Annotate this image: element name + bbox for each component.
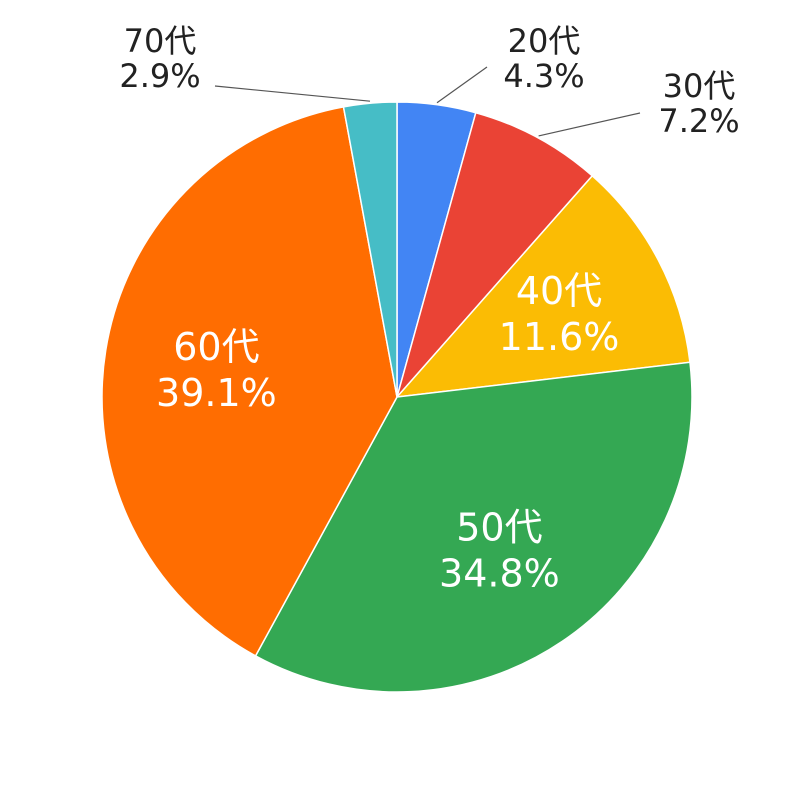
slice-value-label: 11.6% <box>499 315 620 359</box>
slice-category-label: 30代 <box>663 67 736 105</box>
leader-line-20s <box>436 66 488 104</box>
slice-label-40s: 40代 11.6% <box>499 269 620 359</box>
leader-line-30s <box>538 112 641 137</box>
slice-value-label: 39.1% <box>156 371 277 415</box>
slice-category-label: 20代 <box>508 22 581 60</box>
slice-label-60s: 60代 39.1% <box>156 325 277 415</box>
slice-category-label: 60代 <box>173 325 259 369</box>
slice-label-30s: 30代 7.2% <box>658 67 739 140</box>
slice-category-label: 40代 <box>516 269 602 313</box>
slice-label-20s: 20代 4.3% <box>503 22 584 95</box>
label-leader-lines <box>214 66 641 137</box>
slice-30s <box>396 111 594 398</box>
slice-value-label: 34.8% <box>439 552 560 596</box>
slice-value-label: 2.9% <box>119 57 200 95</box>
slice-70s <box>342 101 398 398</box>
slice-label-50s: 50代 34.8% <box>439 506 560 596</box>
slice-labels: 20代 4.3% 30代 7.2% 40代 11.6% 50代 34.8% 60代 39.1% 70… <box>119 22 739 596</box>
pie-slices <box>101 101 693 693</box>
leader-line-70s <box>214 85 371 102</box>
slice-60s <box>101 106 398 657</box>
slice-category-label: 50代 <box>456 506 542 550</box>
slice-50s <box>254 361 693 693</box>
slice-value-label: 7.2% <box>658 102 739 140</box>
slice-label-70s: 70代 2.9% <box>119 22 200 95</box>
slice-category-label: 70代 <box>124 22 197 60</box>
slice-value-label: 4.3% <box>503 57 584 95</box>
slice-40s <box>395 174 691 398</box>
